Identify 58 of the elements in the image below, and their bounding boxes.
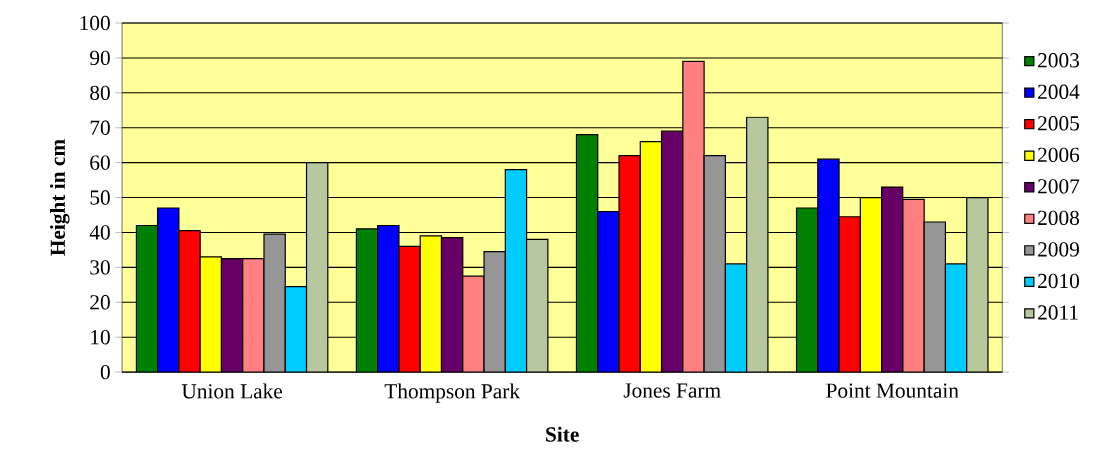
- bar: [660, 130, 684, 373]
- y-tick-label: 10: [91, 329, 110, 345]
- bar: [682, 60, 705, 373]
- bar: [944, 263, 968, 373]
- bar: [575, 134, 599, 373]
- bar: [483, 251, 506, 373]
- bar: [881, 186, 904, 373]
- x-tick-label: Point Mountain: [826, 383, 959, 398]
- y-tick-label: 50: [90, 190, 110, 205]
- bar: [199, 256, 223, 373]
- bar: [902, 198, 925, 373]
- x-axis-title: Site: [546, 426, 579, 442]
- y-tick-label: 60: [90, 155, 110, 170]
- bar: [923, 221, 947, 373]
- y-axis-title: Height in cm: [49, 139, 70, 256]
- y-tick-label: 0: [100, 364, 110, 380]
- legend-label: 2005: [1038, 116, 1079, 131]
- legend-label: 2009: [1038, 242, 1079, 257]
- y-tick-label: 80: [90, 85, 110, 100]
- y-tick-label: 40: [89, 225, 110, 240]
- bar: [263, 233, 286, 373]
- legend-label: 2010: [1038, 273, 1079, 289]
- x-tick-label: Union Lake: [181, 383, 282, 399]
- bar: [462, 275, 485, 373]
- legend-label: 2007: [1038, 179, 1080, 194]
- bar: [703, 155, 726, 373]
- bar: [284, 285, 308, 373]
- bar: [639, 141, 663, 373]
- x-tick-label: Jones Farm: [623, 383, 721, 398]
- y-tick-label: 20: [90, 295, 110, 310]
- bar: [178, 230, 201, 373]
- bar: [377, 224, 400, 373]
- legend-label: 2011: [1038, 305, 1078, 320]
- legend-label: 2006: [1038, 147, 1080, 162]
- bar: [597, 210, 620, 373]
- x-tick-label: Thompson Park: [384, 383, 521, 403]
- bar: [135, 224, 159, 373]
- bar: [242, 257, 265, 373]
- legend-label: 2004: [1038, 84, 1080, 99]
- bar: [724, 263, 748, 373]
- legend-label: 2008: [1038, 210, 1079, 226]
- bar: [838, 216, 861, 373]
- bar: [220, 257, 244, 373]
- y-tick-label: 100: [80, 15, 110, 31]
- y-tick-label: 70: [90, 120, 110, 135]
- bar: [419, 235, 443, 373]
- bar: [618, 155, 641, 373]
- bar: [440, 237, 464, 373]
- y-tick-label: 30: [90, 260, 110, 275]
- bar: [859, 196, 883, 373]
- bar: [157, 207, 180, 373]
- bar: [398, 245, 421, 373]
- bar: [355, 228, 379, 373]
- bar: [817, 158, 840, 373]
- bar: [504, 168, 528, 373]
- y-tick-label: 90: [90, 50, 110, 66]
- legend-label: 2003: [1038, 53, 1079, 68]
- bar: [795, 207, 819, 373]
